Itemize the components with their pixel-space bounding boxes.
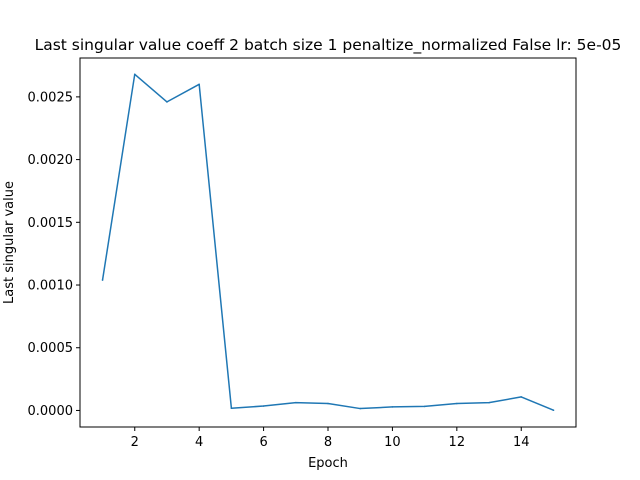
data-point [101, 279, 104, 281]
x-tick-label: 14 [513, 435, 530, 450]
plot-area [101, 73, 555, 411]
data-point [166, 101, 168, 103]
y-axis: 0.0000 0.0005 0.0010 0.0015 0.0020 0.0025 [28, 90, 80, 419]
chart-title: Last singular value coeff 2 batch size 1… [35, 36, 622, 55]
data-point [423, 405, 426, 408]
data-point [456, 402, 458, 405]
y-tick-label: 0.0000 [28, 404, 74, 419]
data-point [230, 407, 233, 409]
data-point [133, 73, 136, 76]
data-point [359, 407, 362, 410]
y-tick-label: 0.0005 [28, 341, 74, 356]
x-tick-label: 2 [131, 435, 139, 450]
data-point [391, 406, 394, 408]
x-tick-label: 8 [324, 435, 332, 450]
data-point [552, 409, 555, 411]
data-point [327, 402, 329, 405]
y-tick-label: 0.0015 [28, 216, 74, 231]
x-axis: 2 4 6 8 10 12 14 [131, 427, 530, 450]
x-tick-label: 12 [449, 435, 466, 450]
y-tick-label: 0.0025 [28, 90, 74, 105]
x-tick-label: 4 [195, 435, 203, 450]
data-point [262, 405, 265, 407]
x-tick-label: 10 [384, 435, 401, 450]
data-point [520, 396, 523, 398]
data-point [488, 401, 490, 404]
series-line-0 [101, 73, 555, 411]
x-tick-label: 6 [259, 435, 267, 450]
data-point [198, 83, 200, 86]
x-axis-label: Epoch [308, 456, 348, 471]
y-tick-label: 0.0020 [28, 153, 74, 168]
plot-frame [79, 57, 577, 428]
y-axis-label: Last singular value [2, 181, 17, 304]
y-tick-label: 0.0010 [28, 279, 74, 294]
data-point [294, 401, 297, 404]
